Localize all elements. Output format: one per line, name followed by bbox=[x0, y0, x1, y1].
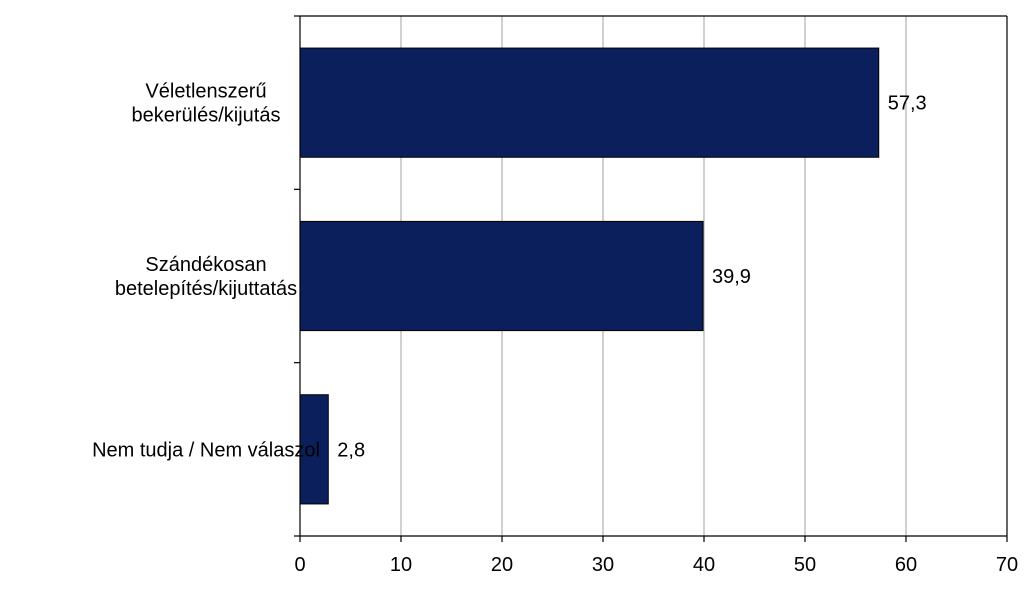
category-label: Véletlenszerű bbox=[145, 81, 266, 103]
bar bbox=[299, 47, 880, 158]
x-tick-label: 70 bbox=[996, 554, 1018, 576]
x-axis-ticks: 0 10 20 30 40 50 60 70 bbox=[294, 536, 1018, 576]
category-label: Szándékosan bbox=[145, 254, 266, 276]
y-axis-ticks bbox=[294, 15, 300, 537]
x-tick-label: 50 bbox=[794, 554, 816, 576]
bar bbox=[299, 394, 329, 505]
data-label: 2,8 bbox=[337, 439, 365, 461]
data-label: 39,9 bbox=[712, 266, 751, 288]
data-label: 57,3 bbox=[888, 93, 927, 115]
bar bbox=[299, 220, 704, 332]
x-tick-label: 40 bbox=[693, 554, 715, 576]
category-label: Nem tudja / Nem válaszol bbox=[92, 439, 320, 461]
category-label: betelepítés/kijuttatás bbox=[115, 278, 297, 300]
x-tick-label: 20 bbox=[491, 554, 513, 576]
bars bbox=[299, 47, 880, 505]
x-tick-label: 10 bbox=[390, 554, 412, 576]
category-label: bekerülés/kijutás bbox=[132, 105, 281, 127]
data-labels: 57,3 39,9 2,8 bbox=[337, 93, 926, 462]
x-tick-label: 30 bbox=[592, 554, 614, 576]
x-tick-label: 0 bbox=[294, 554, 305, 576]
x-tick-label: 60 bbox=[895, 554, 917, 576]
